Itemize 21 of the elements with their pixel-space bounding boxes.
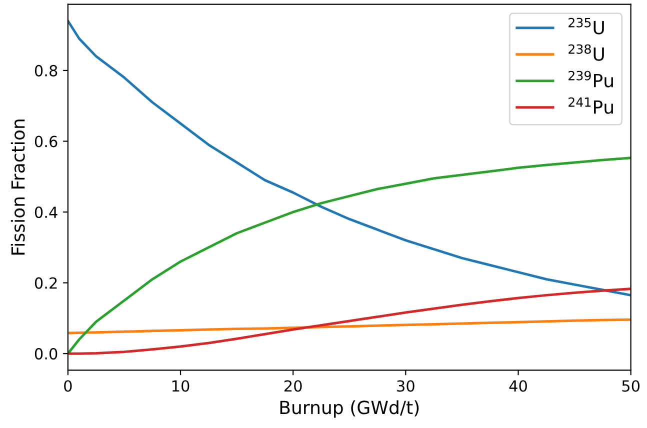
line-series	[68, 318, 631, 334]
y-tick-label: 0.8	[34, 64, 58, 76]
legend-label: $^{241}$Pu	[568, 97, 613, 114]
x-tick-label: 0	[64, 380, 72, 392]
legend-label: $^{235}$U	[568, 18, 604, 34]
y-tick-label: 0.2	[34, 277, 57, 289]
line-series	[68, 288, 631, 355]
x-axis-title: Burnup (GWd/t)	[280, 400, 419, 418]
legend-label: $^{238}$U	[568, 44, 604, 61]
y-tick-label: 0.6	[34, 136, 58, 148]
line-series	[68, 20, 631, 296]
legend-label: $^{239}$Pu	[568, 70, 613, 88]
y-tick-label: 0.4	[34, 206, 58, 218]
x-tick-label: 30	[397, 380, 414, 392]
y-tick-label: 0.0	[34, 348, 58, 360]
x-tick-label: 20	[284, 380, 302, 392]
y-axis-title: Fission Fraction	[10, 120, 25, 255]
line-series	[68, 156, 631, 355]
x-tick-label: 50	[622, 380, 640, 392]
x-tick-label: 40	[509, 380, 527, 392]
x-tick-label: 10	[172, 380, 190, 392]
